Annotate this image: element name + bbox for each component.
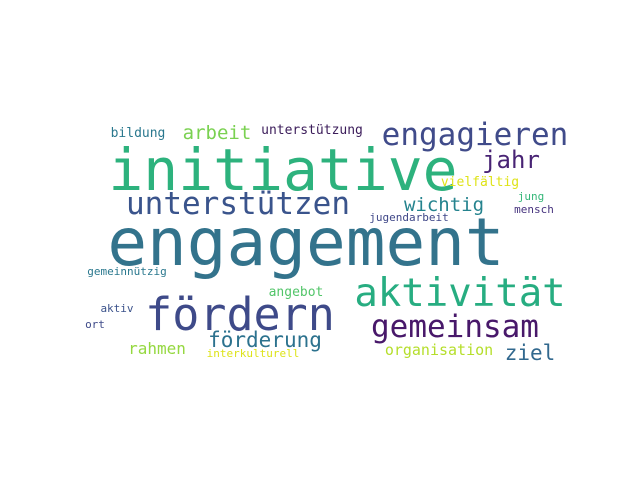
- word-aktivitaet: aktivität: [354, 271, 565, 316]
- word-gemeinnuetzig: gemeinnützig: [87, 265, 166, 278]
- word-mensch: mensch: [514, 203, 554, 216]
- word-foerderung: förderung: [208, 328, 322, 352]
- word-unterstuetzung: unterstützung: [261, 123, 363, 138]
- word-engagement: engagement: [107, 204, 504, 281]
- word-jahr: jahr: [482, 146, 540, 174]
- word-organisation: organisation: [385, 341, 493, 359]
- word-ziel: ziel: [505, 341, 556, 365]
- word-initiative: initiative: [108, 136, 457, 204]
- word-arbeit: arbeit: [183, 122, 252, 144]
- word-vielfaeltig: vielfältig: [441, 175, 519, 190]
- word-engagieren: engagieren: [382, 117, 569, 153]
- word-bildung: bildung: [111, 126, 166, 141]
- word-gemeinsam: gemeinsam: [371, 309, 539, 345]
- word-ort: ort: [85, 318, 105, 331]
- word-angebot: angebot: [269, 285, 324, 300]
- word-rahmen: rahmen: [128, 339, 186, 358]
- word-jugendarbeit: jugendarbeit: [369, 211, 448, 224]
- word-foerdern: fördern: [145, 288, 335, 341]
- word-jung: jung: [518, 190, 545, 203]
- word-wichtig: wichtig: [404, 194, 484, 216]
- word-aktiv: aktiv: [100, 302, 133, 315]
- word-interkulturell: interkulturell: [207, 347, 300, 360]
- word-unterstuetzen: unterstützen: [126, 186, 350, 222]
